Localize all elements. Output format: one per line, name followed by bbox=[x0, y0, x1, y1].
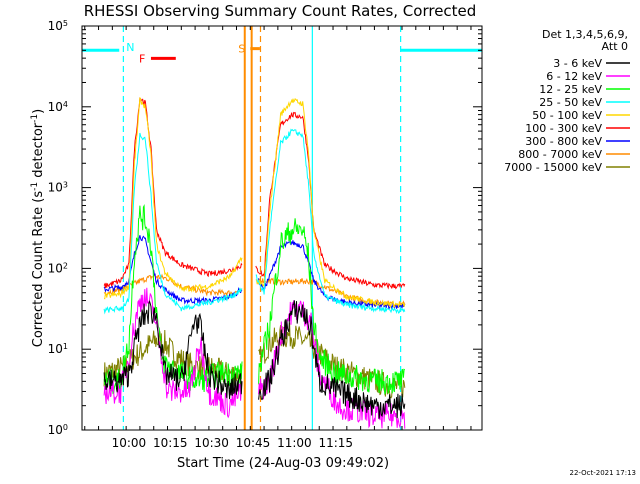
x-tick-label: 10:15 bbox=[153, 436, 188, 450]
series-line-segment bbox=[255, 98, 406, 309]
x-tick-label: 11:00 bbox=[277, 436, 312, 450]
series-line-segment bbox=[258, 218, 405, 396]
series-line-segment bbox=[103, 287, 243, 419]
marker-label-s: S bbox=[238, 43, 245, 56]
y-axis: 100 101 102 103 104 105 bbox=[48, 19, 482, 438]
vertical-markers bbox=[122, 26, 402, 430]
marker-label-n: N bbox=[126, 41, 134, 54]
x-axis-label: Start Time (24-Aug-03 09:49:02) bbox=[177, 456, 389, 471]
series-line-segment bbox=[103, 203, 243, 395]
y-axis-label: Corrected Count Rate (s-1 detector-1) bbox=[30, 109, 46, 347]
series-line-segment bbox=[258, 300, 406, 419]
series-line-segment bbox=[103, 97, 243, 300]
legend-header-attenuator: Att 0 bbox=[602, 40, 628, 53]
footer-timestamp: 22-Oct-2021 17:13 bbox=[570, 469, 636, 477]
series-line-segment bbox=[103, 235, 243, 305]
y-tick-label: 102 bbox=[48, 261, 68, 276]
legend-label: 100 - 300 keV bbox=[525, 122, 602, 135]
legend-label: 12 - 25 keV bbox=[539, 83, 602, 96]
legend-label: 800 - 7000 keV bbox=[518, 148, 602, 161]
series-lines bbox=[103, 97, 406, 429]
series-line-segment bbox=[258, 277, 405, 308]
legend-header-detectors: Det 1,3,4,5,6,9, bbox=[542, 28, 628, 41]
marker-label-f: F bbox=[139, 52, 145, 65]
y-tick-label: 101 bbox=[48, 342, 68, 357]
chart-title: RHESSI Observing Summary Count Rates, Co… bbox=[84, 2, 477, 20]
legend-label: 6 - 12 keV bbox=[546, 70, 602, 83]
plot-frame bbox=[81, 25, 483, 431]
legend-label: 50 - 100 keV bbox=[532, 109, 602, 122]
x-axis: 10:00 10:15 10:30 10:45 11:00 11:15 bbox=[84, 26, 472, 450]
legend-label: 25 - 50 keV bbox=[539, 96, 602, 109]
series-line-segment bbox=[103, 132, 243, 315]
marker-bars: NF S bbox=[126, 41, 260, 65]
x-tick-label: 10:00 bbox=[112, 436, 147, 450]
legend-label: 3 - 6 keV bbox=[553, 57, 602, 70]
x-tick-label: 10:45 bbox=[236, 436, 271, 450]
y-tick-label: 105 bbox=[48, 19, 68, 34]
x-tick-label: 10:30 bbox=[194, 436, 229, 450]
y-tick-label: 100 bbox=[48, 423, 68, 438]
series-line-segment bbox=[103, 97, 243, 288]
series-line-segment bbox=[255, 111, 406, 290]
x-tick-label: 11:15 bbox=[318, 436, 353, 450]
y-tick-label: 104 bbox=[48, 99, 68, 114]
legend-label: 300 - 800 keV bbox=[525, 135, 602, 148]
series-line-segment bbox=[255, 128, 406, 315]
y-tick-label: 103 bbox=[48, 180, 68, 195]
legend-label: 7000 - 15000 keV bbox=[504, 161, 602, 174]
series-line-segment bbox=[103, 300, 243, 400]
